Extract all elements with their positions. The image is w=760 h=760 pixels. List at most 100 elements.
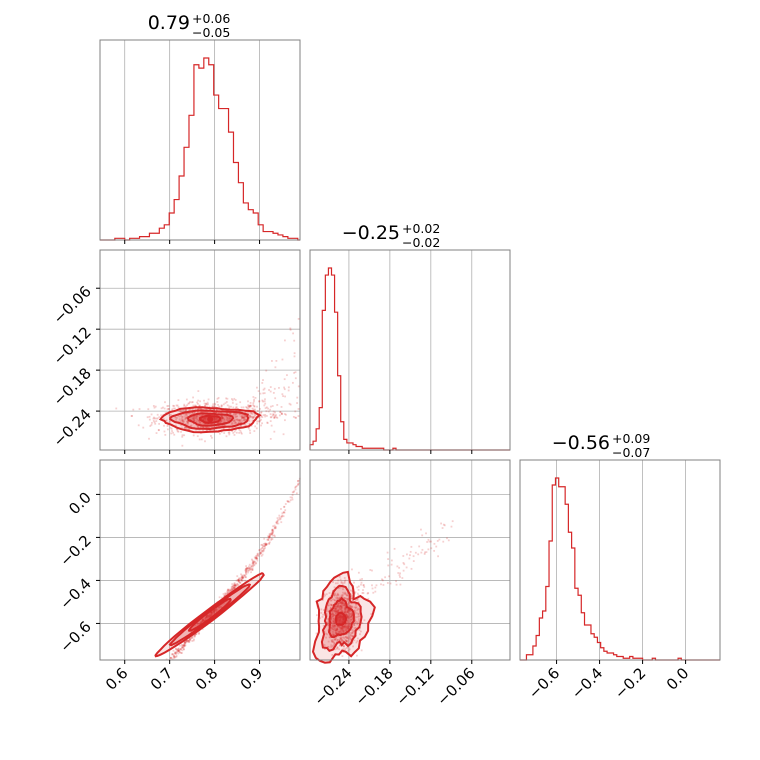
- sample-point: [243, 574, 246, 577]
- sample-point: [222, 421, 225, 424]
- sample-point: [237, 579, 240, 581]
- sample-point: [343, 606, 346, 609]
- sample-point: [200, 408, 203, 410]
- sample-point: [174, 652, 177, 655]
- sample-point: [233, 587, 236, 590]
- sample-point: [238, 577, 241, 580]
- sample-point: [211, 423, 213, 426]
- sample-point: [355, 604, 357, 606]
- sample-point: [262, 549, 265, 552]
- sample-point: [345, 619, 348, 621]
- sample-point: [333, 599, 336, 601]
- sample-point: [186, 423, 189, 426]
- sample-point: [194, 624, 197, 627]
- sample-point: [274, 527, 276, 529]
- sample-point: [331, 604, 333, 606]
- sample-point: [242, 419, 245, 422]
- sample-point: [282, 433, 285, 436]
- sample-point: [297, 482, 300, 485]
- sample-point: [345, 621, 348, 624]
- y-tick-label: −0.6: [56, 618, 94, 656]
- sample-point: [358, 608, 361, 611]
- sample-point: [295, 485, 298, 487]
- sample-point: [357, 585, 360, 588]
- sample-point: [346, 639, 349, 642]
- sample-point: [341, 655, 344, 658]
- sample-point: [274, 415, 277, 418]
- sample-point: [339, 605, 342, 608]
- sample-point: [214, 403, 217, 406]
- sample-point: [242, 413, 245, 416]
- sample-point: [164, 401, 166, 404]
- sample-point: [351, 605, 353, 608]
- sample-point: [191, 401, 194, 404]
- sample-point: [253, 564, 256, 567]
- sample-point: [280, 515, 283, 518]
- sample-point: [261, 416, 264, 419]
- sample-point: [184, 408, 187, 411]
- sample-point: [271, 414, 274, 417]
- sample-point: [162, 418, 165, 421]
- sample-point: [239, 429, 242, 432]
- sample-point: [418, 545, 421, 548]
- sample-point: [200, 621, 203, 624]
- sample-point: [227, 417, 230, 420]
- sample-point: [186, 416, 189, 419]
- sample-point: [346, 598, 349, 600]
- sample-point: [214, 609, 217, 611]
- sample-point: [251, 413, 254, 415]
- sample-point: [206, 408, 209, 410]
- sample-point: [336, 594, 339, 596]
- sample-point: [349, 633, 352, 636]
- sample-point: [269, 420, 272, 423]
- sample-point: [351, 642, 354, 644]
- sample-point: [238, 413, 241, 416]
- sample-point: [271, 530, 274, 533]
- sample-point: [294, 377, 297, 380]
- sample-point: [332, 620, 335, 623]
- sample-point: [181, 649, 184, 652]
- sample-point: [340, 600, 343, 603]
- sample-point: [206, 613, 209, 616]
- sample-point: [321, 599, 324, 601]
- sample-point: [345, 629, 348, 631]
- sample-point: [164, 412, 167, 415]
- sample-point: [220, 418, 223, 421]
- sample-point: [271, 529, 274, 532]
- sample-point: [168, 415, 171, 417]
- sample-point: [268, 535, 271, 537]
- sample-point: [225, 401, 228, 403]
- sample-point: [225, 600, 228, 603]
- sample-point: [245, 567, 248, 570]
- sample-point: [340, 601, 343, 604]
- sample-point: [333, 642, 336, 645]
- sample-point: [200, 425, 202, 428]
- sample-point: [421, 534, 424, 537]
- sample-point: [342, 640, 345, 643]
- sample-point: [233, 422, 236, 425]
- sample-point: [347, 638, 350, 640]
- sample-point: [222, 424, 225, 427]
- sample-point: [272, 413, 275, 416]
- sample-point: [245, 415, 247, 418]
- sample-point: [340, 581, 343, 584]
- sample-point: [182, 644, 185, 647]
- sample-point: [297, 408, 300, 410]
- sample-point: [260, 414, 262, 417]
- sample-point: [339, 629, 342, 632]
- sample-point: [194, 404, 197, 407]
- sample-point: [258, 549, 261, 551]
- sample-point: [249, 404, 252, 407]
- sample-point: [218, 421, 221, 424]
- sample-point: [320, 608, 323, 611]
- sample-point: [332, 617, 335, 620]
- sample-point: [242, 576, 244, 579]
- sample-point: [348, 625, 350, 627]
- sample-point: [262, 388, 265, 391]
- sample-point: [295, 416, 297, 419]
- sample-point: [255, 556, 257, 559]
- sample-point: [259, 407, 261, 410]
- sample-point: [180, 414, 182, 417]
- sample-point: [233, 419, 236, 422]
- sample-point: [269, 437, 272, 440]
